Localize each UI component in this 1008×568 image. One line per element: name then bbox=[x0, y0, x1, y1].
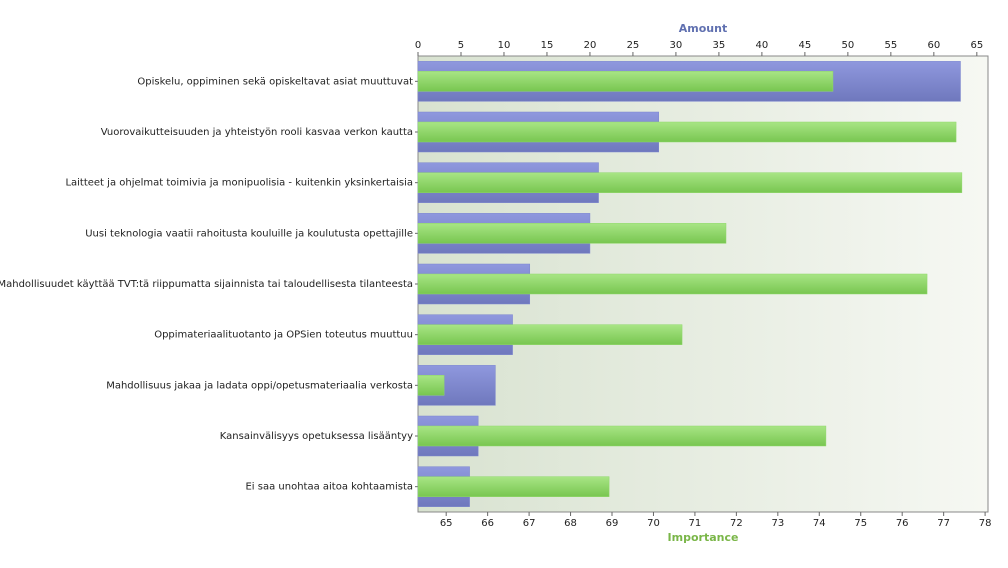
y-tick-label: Mahdollisuudet käyttää TVT:tä riippumatt… bbox=[0, 279, 413, 290]
x2-tick-label: 55 bbox=[884, 40, 897, 51]
bar bbox=[417, 324, 683, 345]
x-tick-label: 78 bbox=[979, 518, 992, 529]
bar bbox=[417, 172, 963, 193]
x2-tick-label: 25 bbox=[627, 40, 640, 51]
x-tick-label: 70 bbox=[647, 518, 660, 529]
x-tick-label: 65 bbox=[440, 518, 453, 529]
x2-tick-label: 65 bbox=[970, 40, 983, 51]
y-tick-label: Mahdollisuus jakaa ja ladata oppi/opetus… bbox=[106, 380, 413, 391]
bar bbox=[417, 476, 610, 497]
bar bbox=[417, 425, 827, 447]
y-tick-label: Ei saa unohtaa aitoa kohtaamista bbox=[245, 482, 413, 493]
bar bbox=[417, 121, 957, 143]
x-tick-label: 67 bbox=[523, 518, 536, 529]
x-tick-label: 76 bbox=[896, 518, 909, 529]
x2-tick-label: 20 bbox=[584, 40, 597, 51]
x2-axis-title: Amount bbox=[679, 22, 727, 35]
x2-tick-label: 35 bbox=[713, 40, 726, 51]
y-tick-label: Oppimateriaalituotanto ja OPSien toteutu… bbox=[154, 330, 413, 341]
x-tick-label: 71 bbox=[689, 518, 702, 529]
x2-tick-label: 50 bbox=[841, 40, 854, 51]
x2-tick-label: 10 bbox=[498, 40, 511, 51]
x-tick-label: 73 bbox=[771, 518, 784, 529]
x2-tick-label: 30 bbox=[670, 40, 683, 51]
x-tick-label: 75 bbox=[854, 518, 867, 529]
x2-tick-label: 60 bbox=[927, 40, 940, 51]
x2-tick-label: 5 bbox=[458, 40, 464, 51]
y-tick-label: Kansainvälisyys opetuksessa lisääntyy bbox=[220, 431, 413, 442]
x-tick-label: 72 bbox=[730, 518, 743, 529]
y-tick-label: Opiskelu, oppiminen sekä opiskeltavat as… bbox=[137, 76, 413, 87]
x2-tick-label: 15 bbox=[541, 40, 554, 51]
bar bbox=[417, 71, 834, 92]
x-tick-label: 69 bbox=[606, 518, 619, 529]
x-tick-label: 68 bbox=[564, 518, 577, 529]
y-tick-label: Uusi teknologia vaatii rahoitusta koului… bbox=[85, 228, 413, 239]
bar bbox=[417, 375, 445, 396]
bar bbox=[417, 273, 928, 295]
x-tick-label: 66 bbox=[481, 518, 494, 529]
bar bbox=[417, 223, 727, 244]
x-tick-label: 74 bbox=[813, 518, 826, 529]
x-tick-label: 77 bbox=[937, 518, 950, 529]
x2-tick-label: 40 bbox=[756, 40, 769, 51]
x-axis-title: Importance bbox=[668, 531, 739, 544]
y-tick-label: Vuorovaikutteisuuden ja yhteistyön rooli… bbox=[101, 127, 413, 138]
y-tick-label: Laitteet ja ohjelmat toimivia ja monipuo… bbox=[65, 178, 413, 189]
x2-tick-label: 45 bbox=[799, 40, 812, 51]
x2-tick-label: 0 bbox=[415, 40, 421, 51]
